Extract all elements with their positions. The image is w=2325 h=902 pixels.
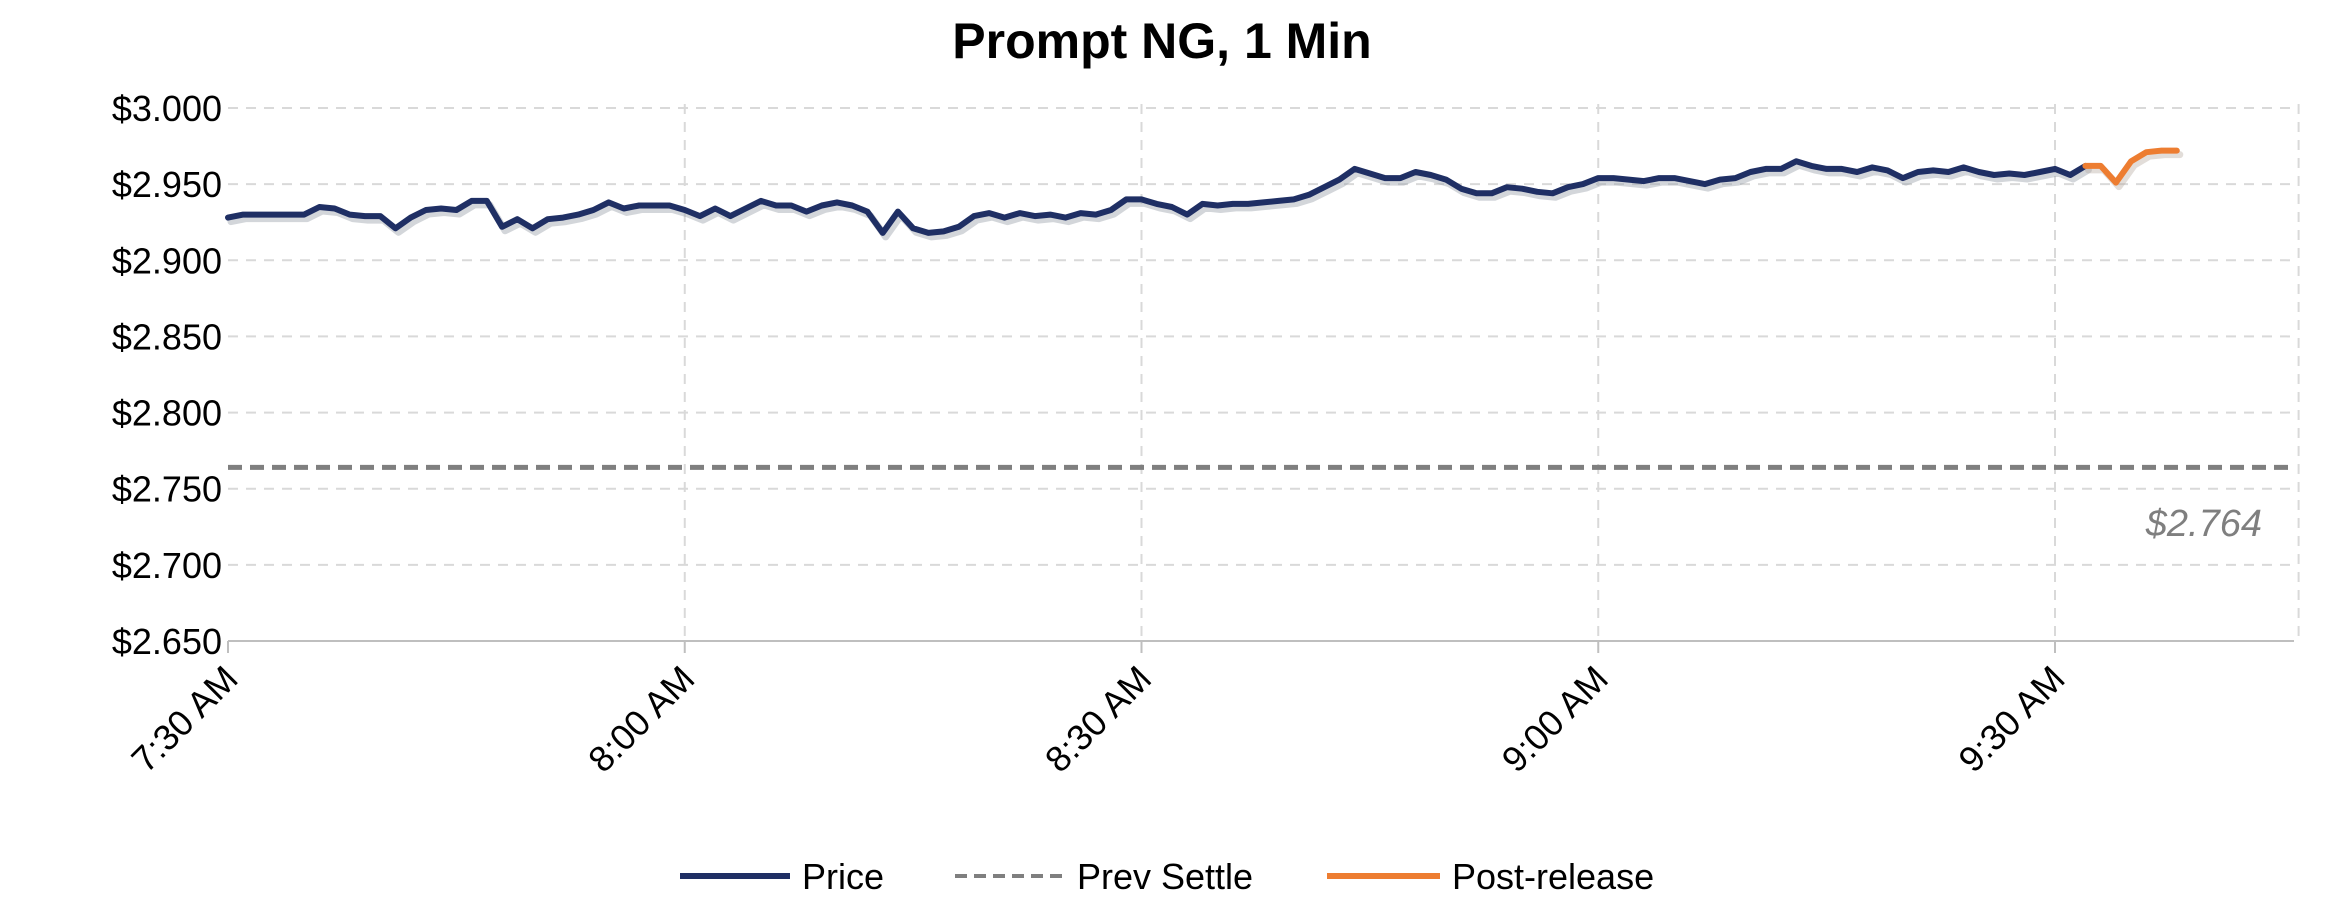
- legend-label: Post-release: [1452, 856, 1654, 897]
- x-tick-label: 7:30 AM: [123, 658, 245, 780]
- y-tick-label: $2.800: [112, 393, 222, 434]
- y-tick-label: $2.650: [112, 621, 222, 662]
- x-tick-label: 9:30 AM: [1950, 658, 2072, 780]
- legend: Price Prev Settle Post-release: [680, 856, 1654, 897]
- post-release-line: [2082, 147, 2180, 186]
- y-tick-label: $2.900: [112, 240, 222, 281]
- x-tick-label: 8:00 AM: [580, 658, 702, 780]
- y-tick-label: $2.950: [112, 164, 222, 205]
- x-tick-label: 8:30 AM: [1037, 658, 1159, 780]
- prev-settle-reference: $2.764: [228, 464, 2294, 545]
- y-tick-label: $2.700: [112, 545, 222, 586]
- gridlines: [228, 104, 2300, 641]
- prev-settle-data-label: $2.764: [2145, 503, 2262, 545]
- legend-item-price: Price: [680, 856, 884, 897]
- legend-label: Price: [802, 856, 884, 897]
- legend-item-prev-settle: Prev Settle: [955, 856, 1253, 897]
- y-tick-label: $2.850: [112, 316, 222, 357]
- price-line-shadow: [227, 161, 2092, 241]
- chart-title: Prompt NG, 1 Min: [952, 13, 1371, 69]
- x-tick-label: 9:00 AM: [1494, 658, 1616, 780]
- legend-item-post-release: Post-release: [1327, 856, 1654, 897]
- y-axis-tick-labels: $2.650 $2.700 $2.750 $2.800 $2.850 $2.900 $2.9…: [112, 88, 222, 662]
- series-lines: [225, 147, 2184, 241]
- price-line: [225, 158, 2089, 236]
- y-tick-label: $3.000: [112, 88, 222, 129]
- x-axis: [227, 640, 2294, 653]
- y-tick-label: $2.750: [112, 469, 222, 510]
- legend-label: Prev Settle: [1077, 856, 1253, 897]
- x-axis-tick-labels: 7:30 AM 8:00 AM 8:30 AM 9:00 AM 9:30 AM: [123, 658, 2072, 780]
